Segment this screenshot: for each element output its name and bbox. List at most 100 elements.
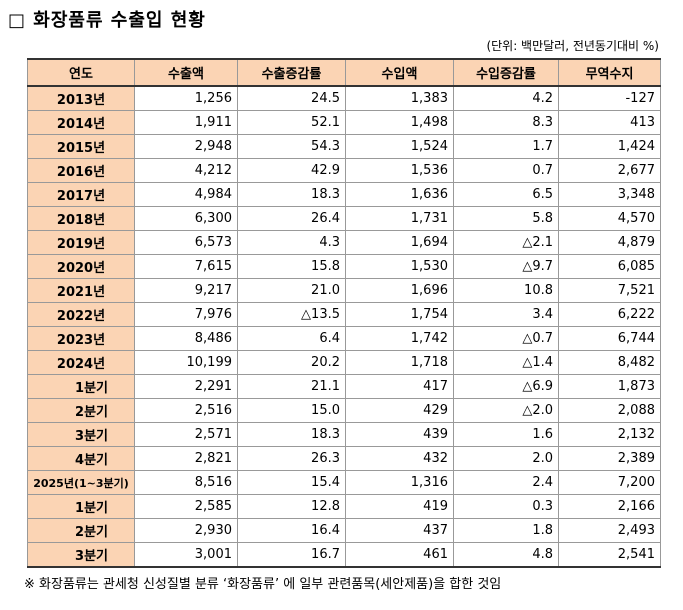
table-cell: 432 [345,446,454,471]
header-row: 연도 수출액 수출증감률 수입액 수입증감률 무역수지 [27,58,661,87]
table-cell: 7,521 [558,278,661,303]
table-cell: 5.8 [453,206,559,231]
table-cell: 1,694 [345,230,454,255]
table-cell: 439 [345,422,454,447]
table-body: 2013년 1,256 24.5 1,383 4.2 -127 2014년 1,911 52.1… [27,85,661,568]
row-label: 2013년 [27,85,135,111]
row-label: 2024년 [27,350,135,375]
row-label: 2022년 [27,302,135,327]
table-cell: 2,132 [558,422,661,447]
table-cell: 429 [345,398,454,423]
table-cell: 4.8 [453,542,559,568]
table-cell: 2,088 [558,398,661,423]
table-cell: 10.8 [453,278,559,303]
table-cell: 1,911 [134,110,238,135]
row-label: 2분기 [27,398,135,423]
row-label: 1분기 [27,374,135,399]
header-cell: 무역수지 [558,58,661,87]
table-row: 4분기 2,821 26.3 432 2.0 2,389 [27,446,661,471]
row-label: 2017년 [27,182,135,207]
table-row: 1분기 2,585 12.8 419 0.3 2,166 [27,494,661,519]
table-cell: 16.7 [237,542,346,568]
table-cell: 2,493 [558,518,661,543]
row-label: 3분기 [27,422,135,447]
table-cell: 1,536 [345,158,454,183]
table-cell: 437 [345,518,454,543]
table-cell: 52.1 [237,110,346,135]
table-cell: 1,256 [134,85,238,111]
table-cell: 2,930 [134,518,238,543]
table-cell: △13.5 [237,302,346,327]
table-cell: 2,677 [558,158,661,183]
row-label: 1분기 [27,494,135,519]
table-cell: 2.4 [453,470,559,495]
table-cell: 417 [345,374,454,399]
table-cell: 1,731 [345,206,454,231]
table-cell: -127 [558,85,661,111]
data-table: 연도 수출액 수출증감률 수입액 수입증감률 무역수지 2013년 1,256 24.5 1,3… [27,58,661,568]
table-cell: 6.5 [453,182,559,207]
table-cell: △2.0 [453,398,559,423]
table-cell: 8.3 [453,110,559,135]
table-cell: 1,498 [345,110,454,135]
table-cell: 6.4 [237,326,346,351]
table-row: 1분기 2,291 21.1 417 △6.9 1,873 [27,374,661,399]
table-cell: 8,486 [134,326,238,351]
header-cell: 수입액 [345,58,454,87]
table-cell: 1.6 [453,422,559,447]
table-cell: 0.7 [453,158,559,183]
table-cell: 21.1 [237,374,346,399]
table-row: 2025년(1~3분기) 8,516 15.4 1,316 2.4 7,200 [27,470,661,495]
table-cell: 3,001 [134,542,238,568]
row-label: 2014년 [27,110,135,135]
header-cell: 연도 [27,58,135,87]
header-cell: 수입증감률 [453,58,559,87]
row-label: 2021년 [27,278,135,303]
table-cell: 2,389 [558,446,661,471]
row-label: 3분기 [27,542,135,568]
table-cell: 2,291 [134,374,238,399]
table-cell: 9,217 [134,278,238,303]
table-row: 2024년 10,199 20.2 1,718 △1.4 8,482 [27,350,661,375]
table-cell: 2,821 [134,446,238,471]
table-cell: 7,200 [558,470,661,495]
table-cell: 8,482 [558,350,661,375]
table-row: 3분기 3,001 16.7 461 4.8 2,541 [27,542,661,568]
row-label: 2023년 [27,326,135,351]
table-cell: 1,424 [558,134,661,159]
table-cell: 1,316 [345,470,454,495]
unit-note: (단위: 백만달러, 전년동기대비 %) [486,39,659,53]
table-row: 2016년 4,212 42.9 1,536 0.7 2,677 [27,158,661,183]
header-cell: 수출액 [134,58,238,87]
header-cell: 수출증감률 [237,58,346,87]
table-cell: 6,573 [134,230,238,255]
table-cell: 2,541 [558,542,661,568]
table-cell: 18.3 [237,422,346,447]
table-row: 2분기 2,516 15.0 429 △2.0 2,088 [27,398,661,423]
table-cell: 15.4 [237,470,346,495]
table-cell: 419 [345,494,454,519]
table-row: 2021년 9,217 21.0 1,696 10.8 7,521 [27,278,661,303]
table-cell: 4.3 [237,230,346,255]
table-cell: 20.2 [237,350,346,375]
table-cell: 1,742 [345,326,454,351]
table-cell: 1,530 [345,254,454,279]
table-cell: 2,571 [134,422,238,447]
table-cell: 3.4 [453,302,559,327]
table-cell: 4,879 [558,230,661,255]
table-cell: 3,348 [558,182,661,207]
table-row: 2013년 1,256 24.5 1,383 4.2 -127 [27,85,661,111]
table-cell: 4,570 [558,206,661,231]
table-cell: 2,516 [134,398,238,423]
row-label: 2015년 [27,134,135,159]
table-row: 2019년 6,573 4.3 1,694 △2.1 4,879 [27,230,661,255]
table-cell: △0.7 [453,326,559,351]
table-cell: 1,636 [345,182,454,207]
table-cell: △2.1 [453,230,559,255]
table-cell: 6,085 [558,254,661,279]
table-cell: 54.3 [237,134,346,159]
table-cell: 2,948 [134,134,238,159]
table-cell: 8,516 [134,470,238,495]
table-cell: 1.7 [453,134,559,159]
table-cell: 15.0 [237,398,346,423]
